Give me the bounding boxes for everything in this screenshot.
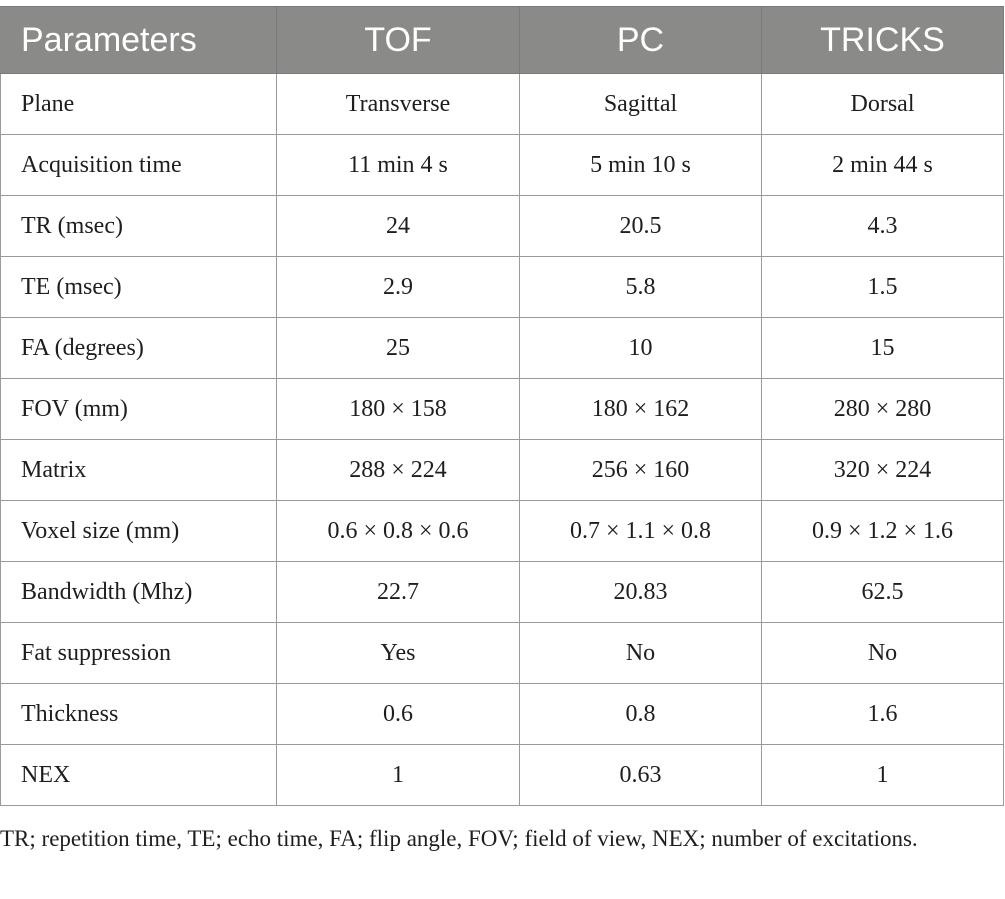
- cell-tricks: 62.5: [761, 561, 1004, 623]
- cell-pc: 20.83: [519, 561, 762, 623]
- cell-tof: 288 × 224: [276, 439, 520, 501]
- row-label: NEX: [0, 744, 277, 806]
- header-tof: TOF: [276, 6, 520, 74]
- table-header-row: Parameters TOF PC TRICKS: [0, 6, 1004, 74]
- row-label: Acquisition time: [0, 134, 277, 196]
- cell-pc: 256 × 160: [519, 439, 762, 501]
- table-row: Acquisition time 11 min 4 s 5 min 10 s 2…: [0, 134, 1004, 196]
- row-label: TR (msec): [0, 195, 277, 257]
- cell-tricks: Dorsal: [761, 73, 1004, 135]
- cell-pc: No: [519, 622, 762, 684]
- table-row: NEX 1 0.63 1: [0, 744, 1004, 806]
- cell-tof: 11 min 4 s: [276, 134, 520, 196]
- row-label: TE (msec): [0, 256, 277, 318]
- table-row: Matrix 288 × 224 256 × 160 320 × 224: [0, 439, 1004, 501]
- row-label: FOV (mm): [0, 378, 277, 440]
- table-row: Fat suppression Yes No No: [0, 622, 1004, 684]
- parameters-table: Parameters TOF PC TRICKS Plane Transvers…: [0, 6, 1004, 806]
- cell-tof: 2.9: [276, 256, 520, 318]
- table-footnote: TR; repetition time, TE; echo time, FA; …: [0, 826, 918, 851]
- cell-pc: 10: [519, 317, 762, 379]
- cell-pc: 0.8: [519, 683, 762, 745]
- cell-tricks: 1: [761, 744, 1004, 806]
- table-row: Bandwidth (Mhz) 22.7 20.83 62.5: [0, 561, 1004, 623]
- cell-tof: 180 × 158: [276, 378, 520, 440]
- row-label: Bandwidth (Mhz): [0, 561, 277, 623]
- table-row: TR (msec) 24 20.5 4.3: [0, 195, 1004, 257]
- cell-pc: 5.8: [519, 256, 762, 318]
- cell-tof: 24: [276, 195, 520, 257]
- cell-pc: 180 × 162: [519, 378, 762, 440]
- cell-tricks: 1.5: [761, 256, 1004, 318]
- row-label: Thickness: [0, 683, 277, 745]
- cell-tricks: 0.9 × 1.2 × 1.6: [761, 500, 1004, 562]
- cell-pc: 0.63: [519, 744, 762, 806]
- table-row: Plane Transverse Sagittal Dorsal: [0, 73, 1004, 135]
- cell-tricks: 4.3: [761, 195, 1004, 257]
- cell-tof: 0.6 × 0.8 × 0.6: [276, 500, 520, 562]
- parameters-table-container: Parameters TOF PC TRICKS Plane Transvers…: [0, 6, 1004, 806]
- cell-pc: 20.5: [519, 195, 762, 257]
- cell-tricks: No: [761, 622, 1004, 684]
- cell-tof: Yes: [276, 622, 520, 684]
- cell-tof: Transverse: [276, 73, 520, 135]
- cell-pc: 5 min 10 s: [519, 134, 762, 196]
- cell-tof: 0.6: [276, 683, 520, 745]
- table-row: Voxel size (mm) 0.6 × 0.8 × 0.6 0.7 × 1.…: [0, 500, 1004, 562]
- row-label: Plane: [0, 73, 277, 135]
- cell-tof: 22.7: [276, 561, 520, 623]
- cell-tricks: 1.6: [761, 683, 1004, 745]
- row-label: FA (degrees): [0, 317, 277, 379]
- table-row: Thickness 0.6 0.8 1.6: [0, 683, 1004, 745]
- cell-tof: 1: [276, 744, 520, 806]
- header-pc: PC: [519, 6, 762, 74]
- row-label: Matrix: [0, 439, 277, 501]
- cell-tricks: 2 min 44 s: [761, 134, 1004, 196]
- table-row: TE (msec) 2.9 5.8 1.5: [0, 256, 1004, 318]
- table-row: FA (degrees) 25 10 15: [0, 317, 1004, 379]
- header-parameters: Parameters: [0, 6, 277, 74]
- row-label: Voxel size (mm): [0, 500, 277, 562]
- cell-tricks: 15: [761, 317, 1004, 379]
- cell-tof: 25: [276, 317, 520, 379]
- table-row: FOV (mm) 180 × 158 180 × 162 280 × 280: [0, 378, 1004, 440]
- header-tricks: TRICKS: [761, 6, 1004, 74]
- cell-pc: 0.7 × 1.1 × 0.8: [519, 500, 762, 562]
- row-label: Fat suppression: [0, 622, 277, 684]
- cell-tricks: 320 × 224: [761, 439, 1004, 501]
- cell-pc: Sagittal: [519, 73, 762, 135]
- cell-tricks: 280 × 280: [761, 378, 1004, 440]
